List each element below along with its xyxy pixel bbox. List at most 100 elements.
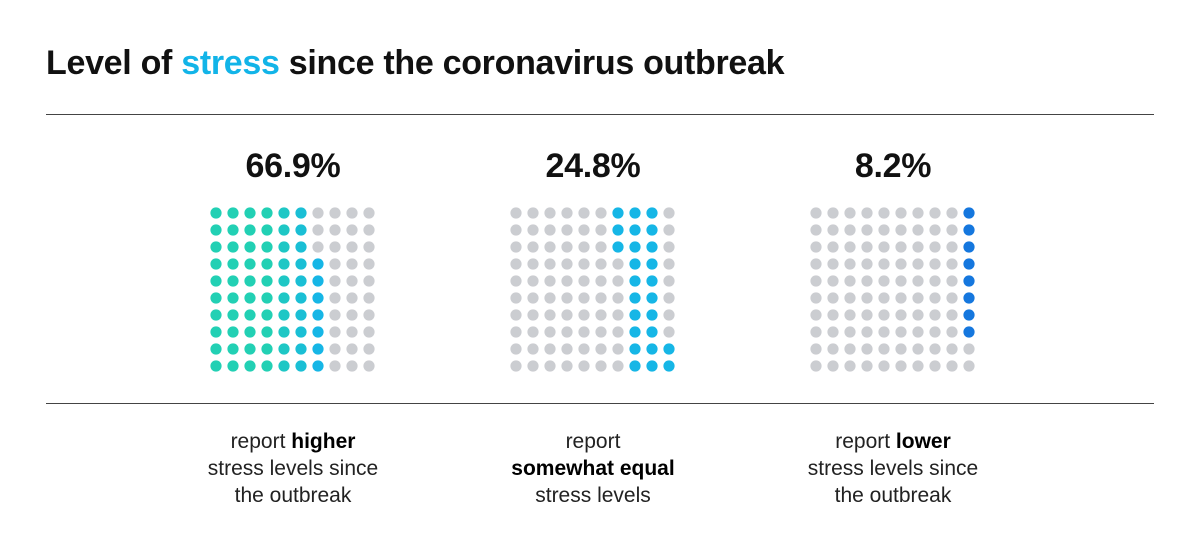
waffle-dot-empty [346, 241, 358, 253]
waffle-dot-empty [578, 224, 590, 236]
waffle-dot-filled [244, 309, 256, 321]
caption-lower: report lower stress levels since the out… [743, 428, 1043, 509]
waffle-dot-empty [612, 309, 624, 321]
waffle-dot-filled [295, 207, 307, 219]
waffle-dot-filled [629, 275, 641, 287]
waffle-dot-empty [346, 343, 358, 355]
waffle-dot-filled [261, 207, 273, 219]
waffle-dot-empty [878, 241, 890, 253]
waffle-dot-filled [244, 326, 256, 338]
waffle-dot-empty [527, 241, 539, 253]
waffle-dot-empty [578, 275, 590, 287]
waffle-dot-empty [895, 360, 907, 372]
waffle-dot-empty [810, 309, 822, 321]
waffle-dot-filled [963, 258, 975, 270]
waffle-dot-empty [810, 360, 822, 372]
waffle-dot-filled [963, 292, 975, 304]
waffle-dot-filled [227, 343, 239, 355]
waffle-dot-empty [946, 309, 958, 321]
waffle-dot-empty [561, 258, 573, 270]
waffle-dot-empty [510, 241, 522, 253]
group-lower: 8.2% [743, 140, 1043, 376]
caption-higher: report higher stress levels since the ou… [143, 428, 443, 509]
waffle-dot-empty [844, 275, 856, 287]
waffle-dot-empty [595, 224, 607, 236]
waffle-dot-empty [363, 207, 375, 219]
waffle-dot-filled [629, 343, 641, 355]
waffle-dot-filled [278, 241, 290, 253]
waffle-dot-filled [312, 275, 324, 287]
waffle-dot-empty [510, 275, 522, 287]
waffle-dot-empty [912, 207, 924, 219]
waffle-dot-empty [912, 241, 924, 253]
waffle-dot-filled [278, 258, 290, 270]
group-equal: 24.8% [443, 140, 743, 376]
waffle-dot-empty [510, 343, 522, 355]
top-divider [46, 114, 1154, 115]
waffle-dot-empty [844, 241, 856, 253]
waffle-dot-filled [210, 292, 222, 304]
waffle-dot-filled [629, 292, 641, 304]
waffle-dot-filled [210, 275, 222, 287]
waffle-dot-empty [844, 207, 856, 219]
waffle-dot-empty [346, 292, 358, 304]
waffle-dot-empty [561, 360, 573, 372]
waffle-dot-empty [827, 360, 839, 372]
waffle-dot-empty [929, 292, 941, 304]
caption-lower-line2: stress levels since [807, 457, 979, 480]
waffle-dot-filled [963, 326, 975, 338]
title-highlight: stress [181, 44, 280, 82]
waffle-dot-empty [663, 224, 675, 236]
waffle-dot-filled [295, 292, 307, 304]
waffle-dot-filled [261, 292, 273, 304]
waffle-dot-empty [929, 207, 941, 219]
waffle-dot-filled [629, 207, 641, 219]
waffle-dot-empty [827, 343, 839, 355]
waffle-dot-empty [810, 292, 822, 304]
waffle-dot-filled [227, 360, 239, 372]
waffle-dot-empty [878, 207, 890, 219]
waffle-dot-empty [612, 326, 624, 338]
waffle-dot-empty [578, 258, 590, 270]
group-higher: 66.9% [143, 140, 443, 376]
caption-higher-bold: higher [291, 430, 356, 453]
waffle-dot-filled [646, 224, 658, 236]
percent-lower: 8.2% [854, 147, 932, 185]
waffle-dot-empty [612, 275, 624, 287]
waffle-dot-empty [895, 258, 907, 270]
waffle-dot-empty [363, 224, 375, 236]
waffle-dot-empty [946, 258, 958, 270]
waffle-dot-empty [861, 360, 873, 372]
waffle-dot-empty [578, 343, 590, 355]
waffle-dot-empty [595, 292, 607, 304]
caption-lower-pre: report [835, 430, 896, 453]
waffle-dot-empty [544, 292, 556, 304]
waffle-dot-filled [227, 326, 239, 338]
waffle-dot-filled [244, 343, 256, 355]
waffle-dot-filled [261, 343, 273, 355]
waffle-dot-filled [227, 275, 239, 287]
waffle-dot-empty [895, 326, 907, 338]
waffle-dot-filled [278, 207, 290, 219]
waffle-dot-empty [878, 326, 890, 338]
waffle-dot-empty [346, 309, 358, 321]
waffle-dot-empty [346, 207, 358, 219]
waffle-dot-empty [527, 224, 539, 236]
waffle-dot-empty [561, 309, 573, 321]
waffle-dot-empty [810, 343, 822, 355]
waffle-dot-filled [261, 241, 273, 253]
waffle-dot-filled [295, 326, 307, 338]
waffle-dot-filled [646, 292, 658, 304]
waffle-dot-empty [595, 309, 607, 321]
waffle-dot-empty [929, 275, 941, 287]
waffle-dot-empty [878, 343, 890, 355]
waffle-dot-empty [929, 343, 941, 355]
waffle-dot-filled [646, 309, 658, 321]
title-after: since the coronavirus outbreak [279, 44, 785, 82]
waffle-dot-empty [912, 326, 924, 338]
waffle-dot-empty [346, 224, 358, 236]
caption-equal-line3: stress levels [535, 484, 651, 507]
waffle-dot-empty [329, 275, 341, 287]
caption-equal-line1: report [565, 430, 621, 453]
waffle-dot-empty [329, 292, 341, 304]
